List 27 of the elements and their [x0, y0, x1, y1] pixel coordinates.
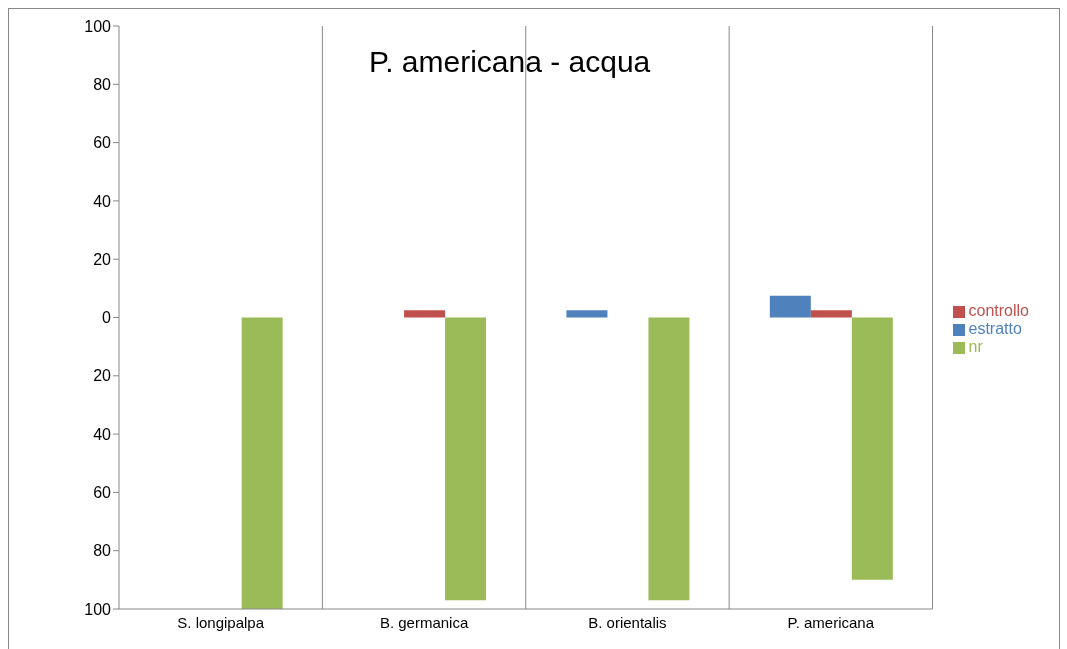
y-tick-label: 80	[93, 75, 112, 93]
y-tick-label: 100	[84, 600, 112, 618]
bar	[566, 310, 608, 318]
legend-label: nr	[968, 338, 983, 355]
legend-label: controllo	[968, 302, 1029, 319]
y-tick-label: 60	[93, 134, 112, 152]
y-tick-label: 100	[84, 17, 112, 35]
bar	[404, 310, 446, 318]
y-tick-label: 80	[93, 542, 112, 560]
x-tick-label: B. germanica	[379, 613, 469, 631]
y-tick-label: 20	[93, 367, 112, 385]
x-tick-label: B. orientalis	[588, 613, 667, 631]
bar	[445, 317, 487, 601]
bar	[648, 317, 690, 601]
x-tick-label: P. americana	[787, 613, 875, 631]
text: P. americana - acqua	[369, 45, 651, 79]
x-tick-label: S. longipalpa	[177, 613, 265, 631]
y-tick-label: 40	[93, 425, 112, 443]
y-tick-label: 40	[93, 192, 112, 210]
bar	[769, 295, 811, 318]
bar	[810, 310, 852, 318]
y-tick-label: 60	[93, 484, 112, 502]
y-tick-label: 0	[102, 309, 112, 327]
bar	[241, 317, 283, 609]
y-tick-label: 20	[93, 250, 112, 268]
bar	[851, 317, 893, 580]
legend-label: estratto	[968, 320, 1022, 337]
